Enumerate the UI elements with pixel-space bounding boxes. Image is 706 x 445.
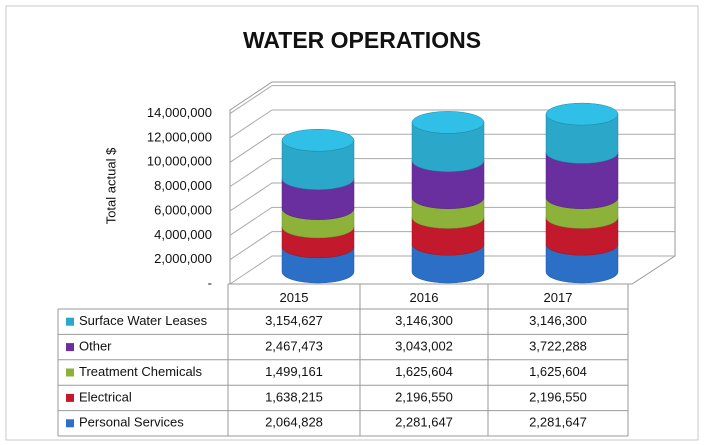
legend-swatch [66,343,74,352]
legend-label: Personal Services [79,415,184,430]
x-tick-label: 2016 [410,290,439,305]
legend-swatch [66,368,74,377]
y-tick-label: 2,000,000 [154,251,212,266]
cylinder-top [545,102,619,126]
legend-label: Electrical [79,389,132,404]
y-axis-label: Total actual $ [103,147,118,224]
table-value: 1,638,215 [265,389,323,404]
table-value: 3,146,300 [395,313,453,328]
grid-line [229,109,675,139]
table-value: 2,064,828 [265,415,323,430]
x-tick-label: 2017 [544,290,573,305]
grid-line [229,158,675,188]
table-value: 1,499,161 [265,364,323,379]
y-tick-label: 12,000,000 [147,129,212,144]
legend-label: Surface Water Leases [79,313,208,328]
table-value: 2,196,550 [395,389,453,404]
legend-swatch [66,317,74,326]
table-value: 2,281,647 [395,415,453,430]
y-tick-label: 14,000,000 [147,105,212,120]
y-tick-label: 10,000,000 [147,154,212,169]
x-tick-label: 2015 [280,290,309,305]
table-value: 1,625,604 [395,364,453,379]
table-value: 1,625,604 [529,364,587,379]
table-value: 2,281,647 [529,415,587,430]
grid-line [229,255,675,285]
table-value: 3,154,627 [265,313,323,328]
y-tick-label: 8,000,000 [154,178,212,193]
table-value: 3,043,002 [395,339,453,354]
legend-label: Treatment Chemicals [79,364,203,379]
plot-frame [229,81,676,285]
grid-line [229,133,675,163]
table-value: 2,196,550 [529,389,587,404]
legend-swatch [66,393,74,402]
y-tick-label: 4,000,000 [154,227,212,242]
chart-title: WATER OPERATIONS [243,27,481,53]
cylinder-top [411,111,485,134]
legend-swatch [66,419,74,428]
y-tick-label: 6,000,000 [154,202,212,217]
table-value: 3,722,288 [529,339,587,354]
table-value: 3,146,300 [529,313,587,328]
grid-line [229,85,675,115]
table-value: 2,467,473 [265,339,323,354]
grid-line [229,182,675,212]
grid-line [229,231,675,261]
cylinder-top [281,129,355,152]
grid-line [229,206,675,236]
legend-label: Other [79,339,112,354]
y-tick-label: - [208,275,212,290]
